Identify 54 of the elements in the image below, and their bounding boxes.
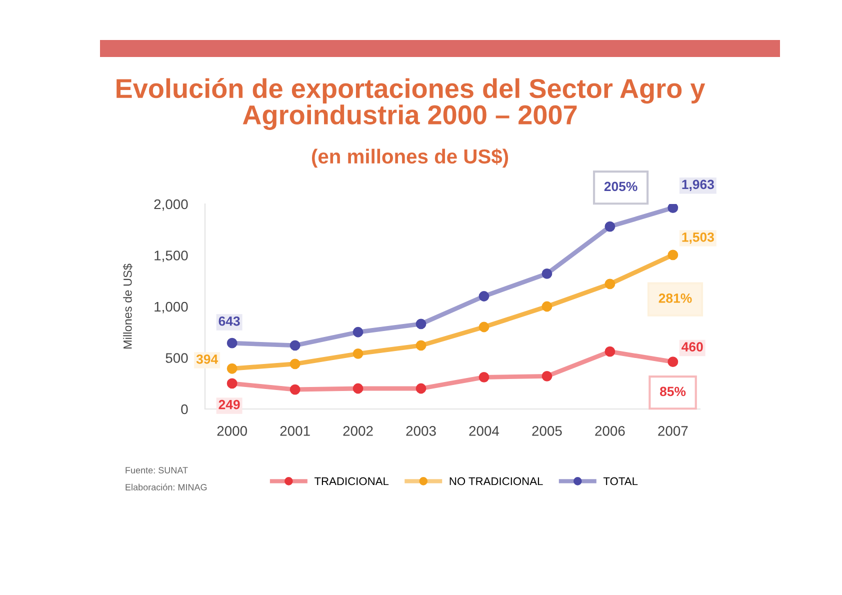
- legend-label: TOTAL: [603, 477, 638, 486]
- point: [416, 383, 426, 394]
- point: [290, 340, 300, 351]
- annotation: 281%: [658, 294, 692, 303]
- y-tick-label: 1,500: [154, 250, 188, 262]
- x-tick-label: 2000: [217, 426, 247, 436]
- x-tick-label: 2006: [595, 426, 625, 436]
- point: [478, 372, 490, 382]
- x-tick-label: 2003: [406, 426, 436, 436]
- y-tick-label: 0: [181, 404, 188, 414]
- point: [416, 318, 426, 330]
- point: [416, 340, 426, 351]
- data-label: 1,963: [682, 180, 714, 192]
- point: [478, 291, 490, 302]
- x-tick-label: 2007: [658, 426, 688, 436]
- data-label: 643: [218, 316, 240, 326]
- point: [290, 358, 300, 370]
- legend-label: NO TRADICIONAL: [450, 477, 543, 486]
- chart-title: Evolución de exportaciones del Sector Agro y Agroindustria 2000 – 2007: [116, 78, 706, 130]
- x-tick-label: 2001: [280, 426, 310, 436]
- data-label: 249: [218, 400, 240, 410]
- y-tick-label: 500: [166, 353, 188, 363]
- y-axis-title: Millones de US$: [122, 264, 133, 349]
- point: [604, 278, 616, 290]
- text: Elaboración: MINAG: [126, 484, 207, 490]
- point: [604, 346, 616, 357]
- annotation: 85%: [660, 386, 686, 396]
- legend-label: TRADICIONAL: [314, 477, 389, 486]
- source-note: Fuente: SUNAT: [126, 467, 188, 474]
- point: [352, 383, 364, 394]
- point: [352, 326, 364, 338]
- point: [542, 301, 552, 312]
- point: [226, 363, 238, 374]
- data-label: 394: [196, 354, 218, 364]
- point: [668, 204, 678, 213]
- point: [604, 221, 616, 232]
- point: [290, 384, 300, 395]
- x-tick-label: 2005: [532, 426, 562, 436]
- point: [478, 322, 490, 332]
- point: [352, 348, 364, 359]
- y-tick-label: 2,000: [154, 199, 188, 211]
- point: [668, 250, 678, 260]
- point: [226, 338, 238, 348]
- data-label: 460: [682, 342, 703, 352]
- point: [226, 378, 238, 389]
- text: 205%: [604, 182, 638, 192]
- x-tick-label: 2002: [343, 426, 373, 436]
- point: [668, 356, 678, 368]
- data-label: 1,503: [682, 232, 714, 244]
- y-tick-label: 1,000: [154, 302, 188, 314]
- x-tick-label: 2004: [469, 426, 500, 436]
- point: [542, 370, 552, 382]
- chart-subtitle: (en millones de US$): [312, 148, 508, 168]
- point: [542, 268, 552, 279]
